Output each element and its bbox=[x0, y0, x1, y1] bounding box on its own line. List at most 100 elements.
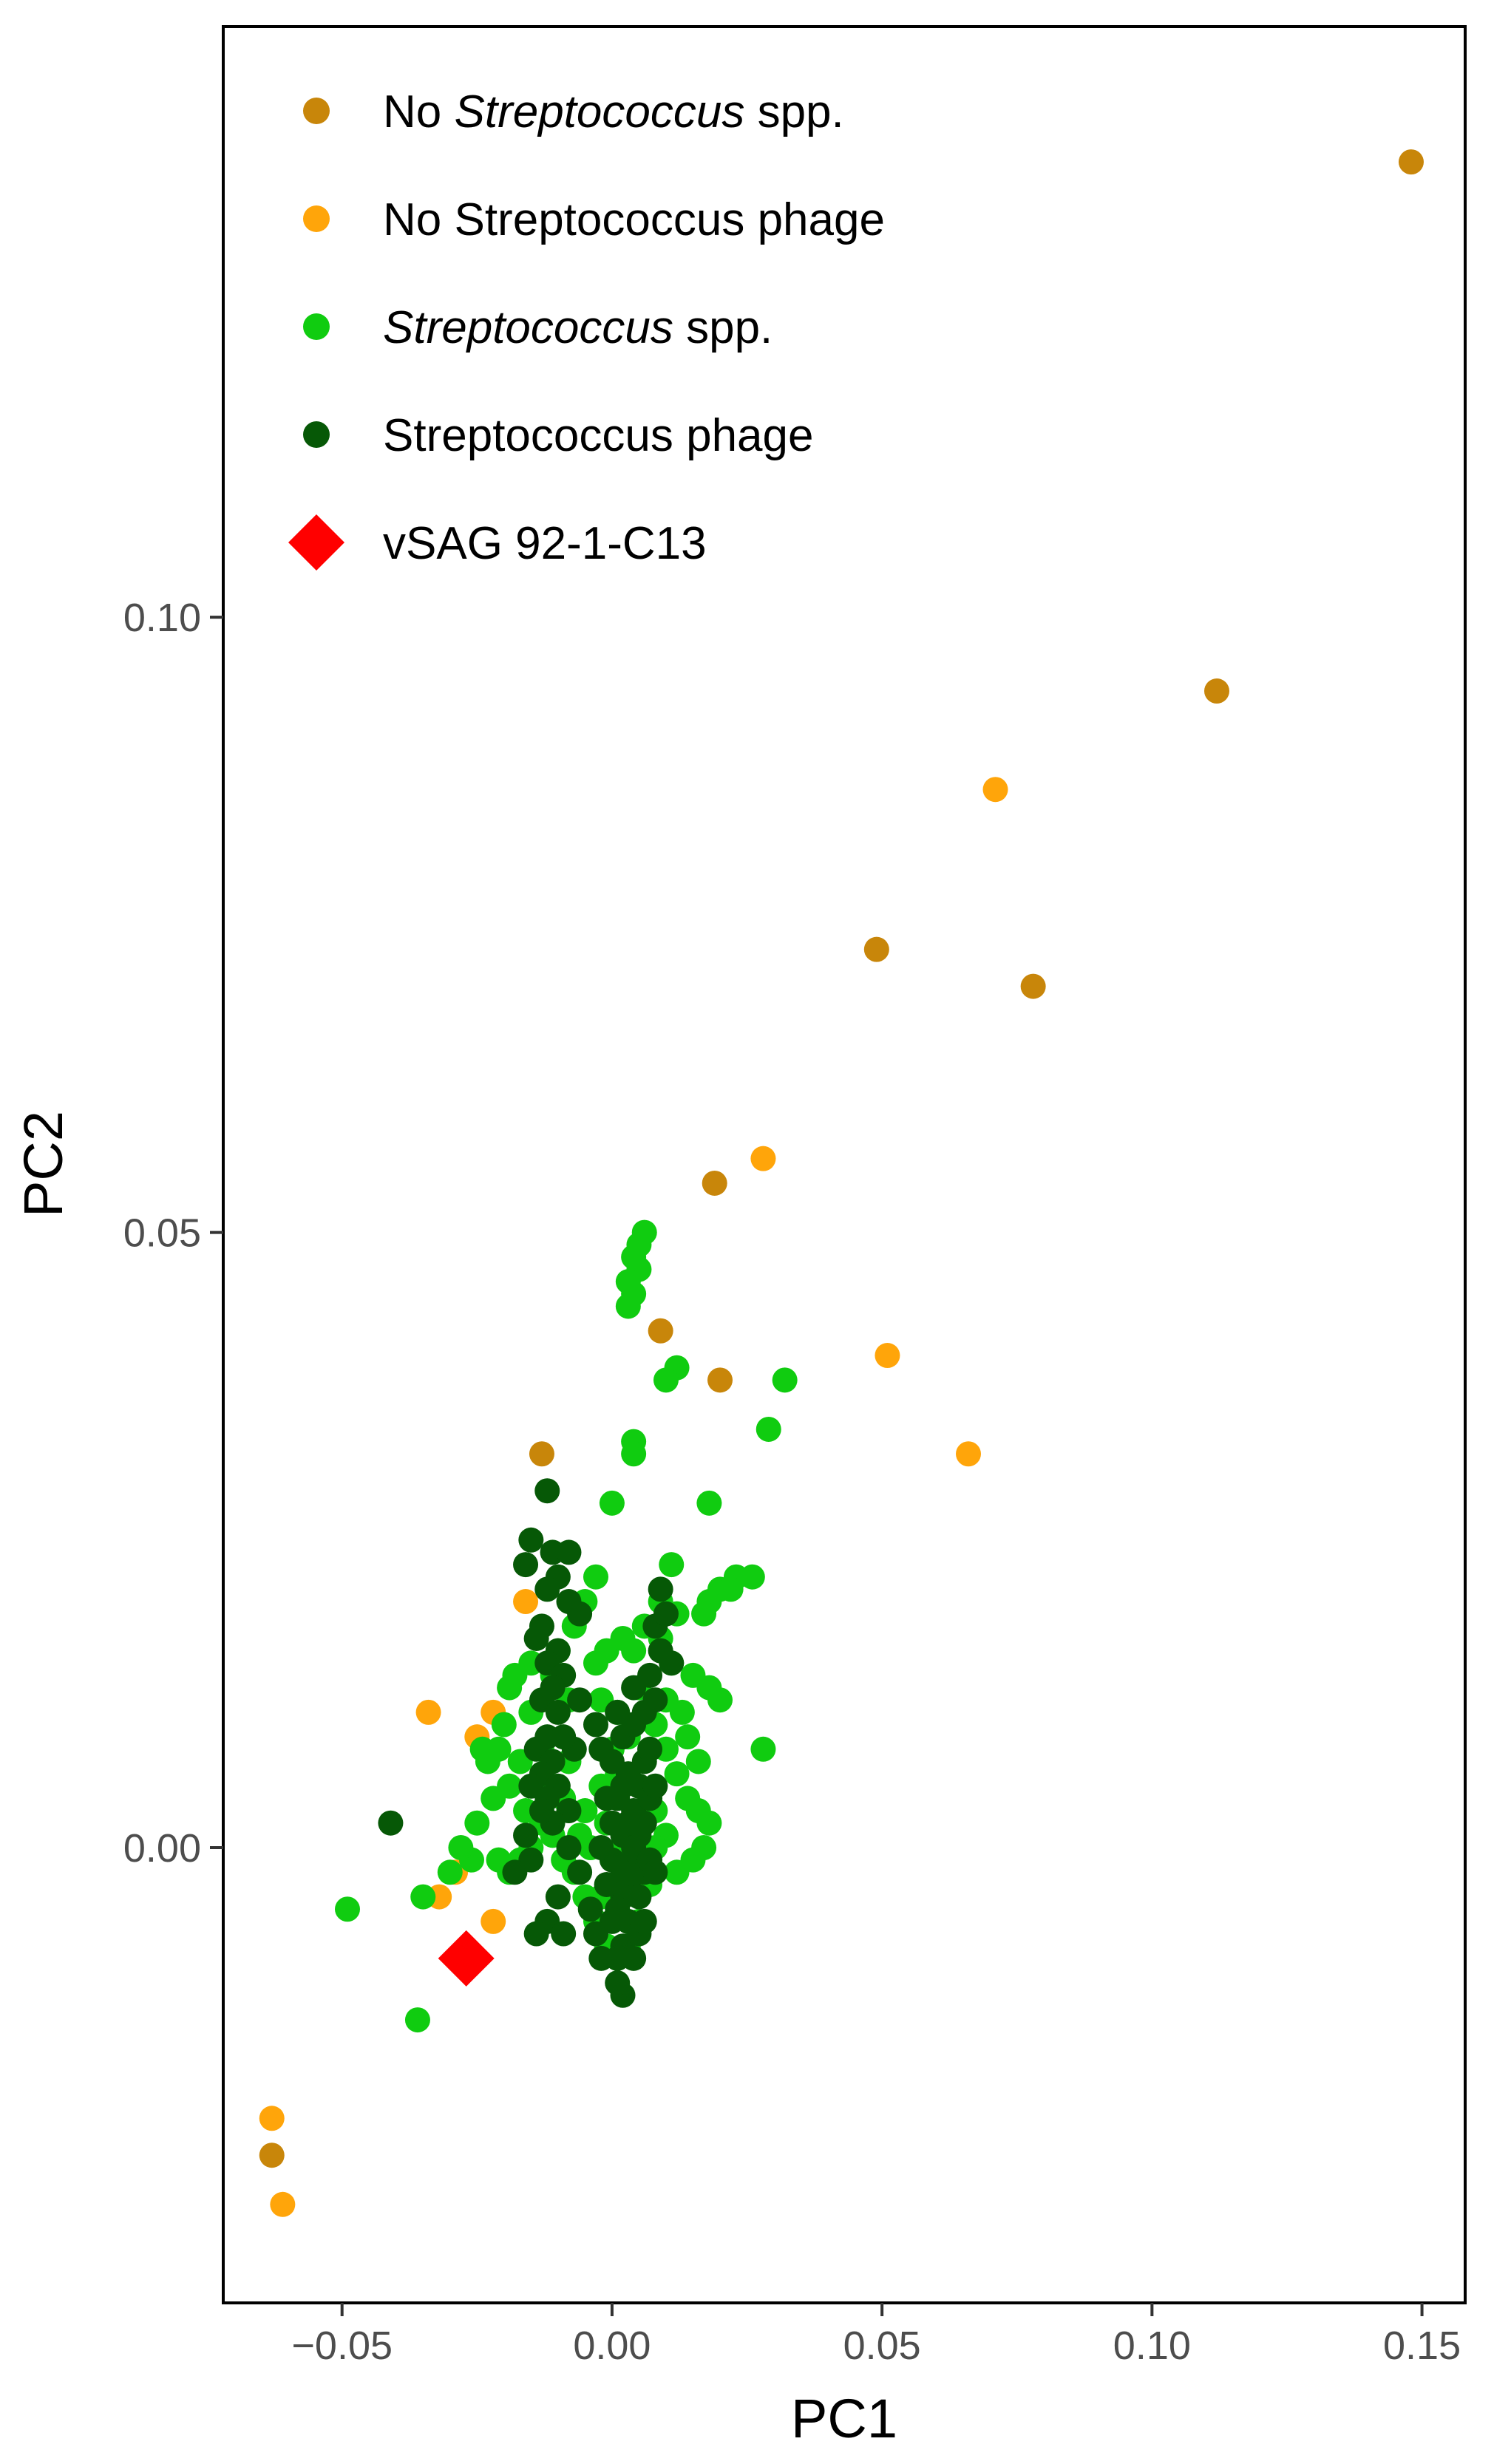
legend-item: vSAG 92-1-C13 bbox=[288, 514, 707, 571]
legend-swatch-diamond bbox=[288, 514, 344, 571]
data-point bbox=[610, 1773, 636, 1799]
plot-panel-border bbox=[222, 25, 1467, 2304]
series-4 bbox=[438, 1930, 495, 1987]
data-point bbox=[270, 2191, 296, 2217]
data-point bbox=[551, 1724, 577, 1750]
legend-label-part: Streptococcus bbox=[454, 86, 744, 137]
data-point bbox=[599, 1490, 625, 1516]
data-point bbox=[588, 1945, 614, 1971]
data-point bbox=[982, 777, 1008, 803]
legend-item: Streptococcus phage bbox=[303, 410, 814, 461]
data-point bbox=[502, 1859, 528, 1885]
data-point bbox=[669, 1699, 695, 1725]
data-point bbox=[675, 1724, 701, 1750]
data-point bbox=[648, 1318, 673, 1344]
data-point bbox=[631, 1699, 657, 1725]
data-point bbox=[702, 1170, 727, 1196]
data-point bbox=[523, 1625, 549, 1651]
data-point bbox=[378, 1810, 404, 1836]
data-point bbox=[410, 1884, 436, 1910]
legend-swatch bbox=[303, 98, 330, 124]
data-point bbox=[567, 1601, 593, 1627]
data-point bbox=[653, 1601, 679, 1627]
data-point bbox=[583, 1921, 608, 1947]
data-point bbox=[610, 1625, 636, 1651]
data-point bbox=[259, 2143, 285, 2168]
legend-item: No Streptococcus spp. bbox=[303, 86, 844, 137]
data-point bbox=[481, 1908, 506, 1934]
data-point bbox=[750, 1146, 776, 1171]
legend-label-part: Streptococcus phage bbox=[383, 410, 814, 461]
x-tick-label: 0.00 bbox=[573, 2324, 651, 2368]
y-tick-label: 0.00 bbox=[123, 1826, 201, 1871]
legend-swatch bbox=[303, 421, 330, 448]
data-point bbox=[518, 1527, 544, 1553]
data-point bbox=[545, 1699, 571, 1725]
data-point bbox=[1020, 973, 1046, 999]
data-point bbox=[626, 1884, 652, 1910]
legend-label-part: No bbox=[383, 86, 454, 137]
data-point bbox=[615, 1810, 641, 1836]
data-point bbox=[583, 1712, 608, 1738]
data-point bbox=[404, 2007, 430, 2033]
legend: No Streptococcus spp.No Streptococcus ph… bbox=[288, 86, 885, 571]
data-point bbox=[664, 1859, 690, 1885]
data-point bbox=[772, 1367, 798, 1393]
data-point bbox=[659, 1650, 685, 1676]
x-tick-label: 0.15 bbox=[1383, 2324, 1461, 2368]
data-point bbox=[707, 1687, 733, 1713]
data-point bbox=[583, 1564, 608, 1590]
data-point bbox=[335, 1896, 360, 1922]
data-point-diamond bbox=[438, 1930, 495, 1987]
data-point bbox=[642, 1773, 668, 1799]
legend-label: vSAG 92-1-C13 bbox=[383, 518, 707, 569]
data-point bbox=[545, 1884, 571, 1910]
legend-label: Streptococcus spp. bbox=[383, 302, 773, 353]
data-point bbox=[513, 1552, 539, 1578]
x-tick-label: 0.05 bbox=[843, 2324, 921, 2368]
data-point bbox=[637, 1736, 663, 1762]
data-point bbox=[437, 1859, 463, 1885]
y-tick-label: 0.05 bbox=[123, 1211, 201, 1256]
data-point bbox=[659, 1552, 685, 1578]
data-point bbox=[631, 1908, 657, 1934]
y-axis-title: PC2 bbox=[13, 1111, 74, 1217]
legend-label: No Streptococcus phage bbox=[383, 194, 885, 245]
data-point bbox=[259, 2106, 285, 2131]
data-point bbox=[534, 1478, 560, 1504]
data-point bbox=[691, 1601, 717, 1627]
data-point bbox=[756, 1416, 781, 1442]
data-point bbox=[523, 1921, 549, 1947]
y-tick-label: 0.10 bbox=[123, 596, 201, 640]
legend-label: No Streptococcus spp. bbox=[383, 86, 844, 137]
legend-swatch bbox=[303, 313, 330, 340]
data-point bbox=[863, 936, 889, 962]
data-point bbox=[648, 1576, 673, 1602]
legend-item: Streptococcus spp. bbox=[303, 302, 773, 353]
data-point bbox=[875, 1343, 900, 1369]
data-point bbox=[529, 1441, 554, 1467]
legend-label-part: vSAG 92-1-C13 bbox=[383, 518, 707, 569]
legend-label-part: spp. bbox=[673, 302, 773, 353]
data-point bbox=[621, 1945, 647, 1971]
data-point bbox=[513, 1823, 539, 1848]
data-point bbox=[551, 1921, 577, 1947]
data-point bbox=[588, 1835, 614, 1860]
data-point bbox=[567, 1687, 593, 1713]
x-tick-label: 0.10 bbox=[1113, 2324, 1191, 2368]
data-point bbox=[567, 1859, 593, 1885]
x-tick-label: −0.05 bbox=[291, 2324, 393, 2368]
data-point bbox=[664, 1761, 690, 1787]
data-point bbox=[718, 1576, 744, 1602]
data-point bbox=[497, 1675, 523, 1701]
data-point bbox=[685, 1749, 711, 1774]
data-point bbox=[621, 1441, 647, 1467]
data-point bbox=[491, 1712, 517, 1738]
data-point bbox=[469, 1736, 495, 1762]
data-point bbox=[956, 1441, 981, 1467]
legend-swatch bbox=[303, 205, 330, 232]
data-point bbox=[556, 1835, 582, 1860]
x-axis-title: PC1 bbox=[791, 2388, 897, 2449]
data-point bbox=[642, 1859, 668, 1885]
